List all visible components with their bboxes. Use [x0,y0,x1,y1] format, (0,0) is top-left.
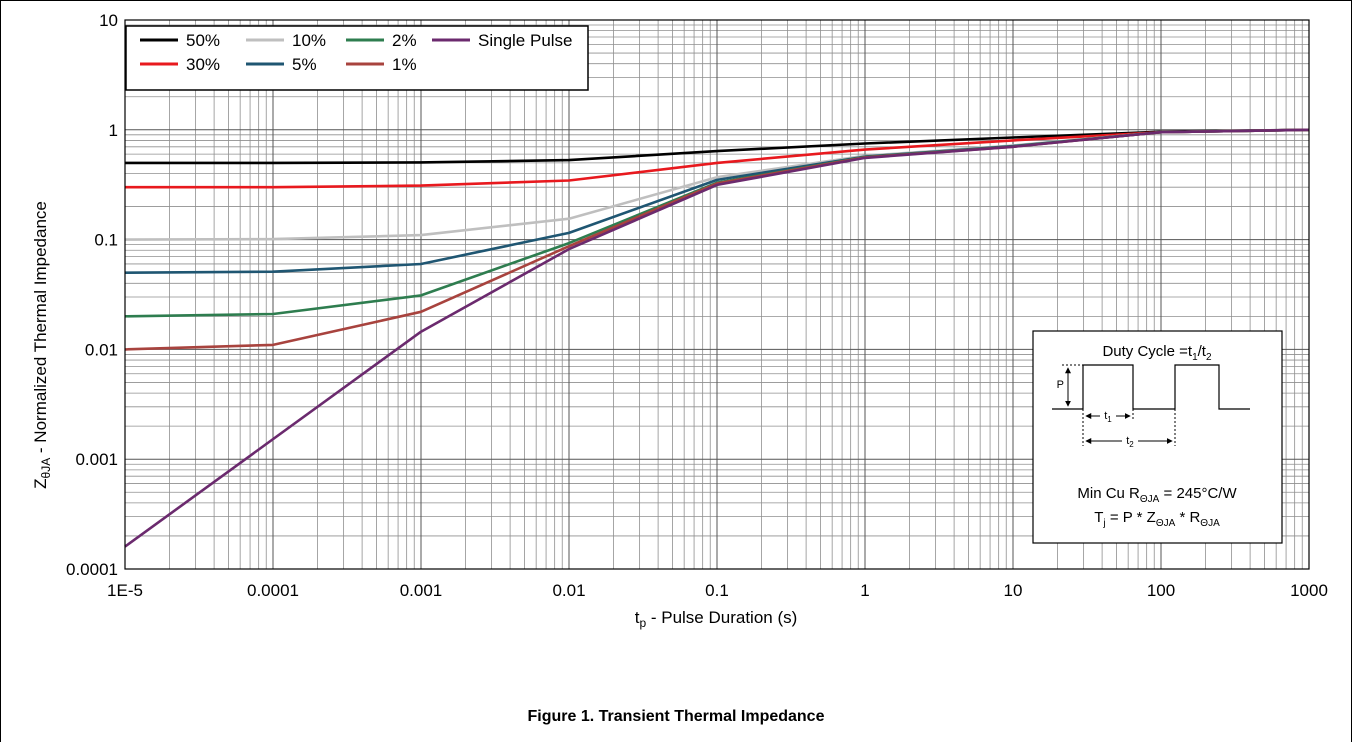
legend-label: 50% [186,31,220,50]
legend-label: 10% [292,31,326,50]
inset-title: Duty Cycle =t1/t2 [1102,343,1212,363]
pulse-waveform [1052,364,1250,410]
x-tick-label: 0.001 [400,581,443,600]
x-tick-label: 1000 [1290,581,1328,600]
y-tick-label: 0.01 [85,340,118,359]
tj-text: Tj = P * ZΘJA * RΘJA [1094,509,1220,529]
figure-caption: Figure 1. Transient Thermal Impedance [527,708,825,725]
y-tick-labels: 0.0001 0.001 0.01 0.1 1 10 [66,11,118,579]
x-tick-label: 100 [1147,581,1175,600]
x-axis-label: tp - Pulse Duration (s) [635,608,798,630]
y-tick-label: 10 [99,11,118,30]
y-tick-label: 0.1 [94,231,118,250]
y-axis-label: ZθJA - Normalized Thermal Impedance [31,201,53,489]
series-line-30- [125,128,1310,189]
x-tick-label: 0.0001 [247,581,299,600]
t2-label: t2 [1126,435,1134,449]
legend-box [125,25,589,91]
x-tick-label: 1 [860,581,869,600]
t1-label: t1 [1104,410,1112,424]
legend-label: 5% [292,55,317,74]
x-tick-label: 10 [1004,581,1023,600]
plot-border [124,19,1310,570]
x-tick-label: 0.1 [705,581,729,600]
x-tick-label: 1E-5 [107,581,143,600]
series-layer [124,128,1310,548]
legend: 50% 30% 10% 5% 2% 1% Single Pulse [125,25,589,91]
t2-label-bg [1122,433,1138,447]
x-tick-label: 0.01 [552,581,585,600]
series-line-single-pulse [124,128,1310,548]
rja-text: Min Cu RΘJA = 245°C/W [1077,485,1237,505]
duty-cycle-inset: Duty Cycle =t1/t2 P t1 t2 Min Cu RΘJA = … [1032,330,1283,544]
y-tick-label: 1 [109,121,118,140]
legend-label: 1% [392,55,417,74]
legend-label: 30% [186,55,220,74]
legend-label: Single Pulse [478,31,573,50]
inset-box [1032,330,1283,544]
y-tick-label: 0.0001 [66,560,118,579]
t1-label-bg [1100,408,1116,422]
x-tick-labels: 1E-5 0.0001 0.001 0.01 0.1 1 10 100 1000 [107,581,1328,600]
p-label: P [1057,379,1064,391]
y-tick-label: 0.001 [75,450,118,469]
legend-label: 2% [392,31,417,50]
